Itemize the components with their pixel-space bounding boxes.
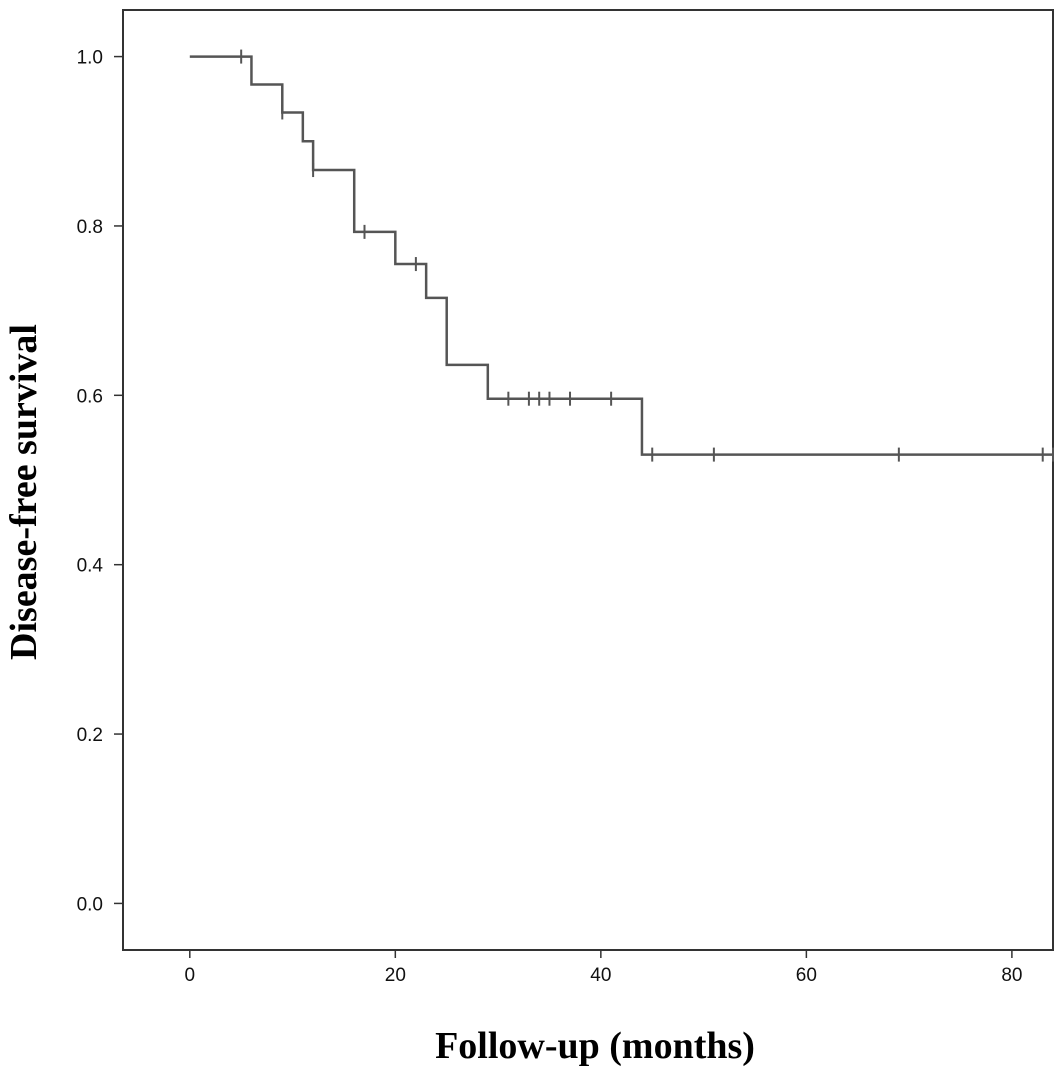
y-axis: 0.0 0.2 0.4 0.6 0.8 1.0 — [77, 48, 123, 915]
y-tick-label: 0.4 — [77, 556, 104, 577]
x-tick-label: 60 — [796, 965, 817, 986]
x-tick-label: 80 — [1001, 965, 1022, 986]
x-axis-title: Follow-up (months) — [435, 1025, 755, 1067]
survival-step-line — [189, 55, 1053, 456]
x-axis: 0 20 40 60 80 — [185, 950, 1022, 986]
y-tick-label: 1.0 — [77, 48, 103, 69]
plot-frame — [122, 9, 1054, 951]
y-tick-label: 0.6 — [77, 386, 103, 407]
x-tick-label: 0 — [185, 965, 196, 986]
series-group — [189, 49, 1054, 462]
x-tick-label: 20 — [385, 965, 406, 986]
y-tick-label: 0.8 — [77, 217, 103, 238]
x-tick-label: 40 — [590, 965, 611, 986]
y-tick-label: 0.0 — [77, 894, 103, 915]
y-tick-label: 0.2 — [77, 725, 103, 746]
y-axis-title: Disease-free survival — [3, 324, 45, 660]
